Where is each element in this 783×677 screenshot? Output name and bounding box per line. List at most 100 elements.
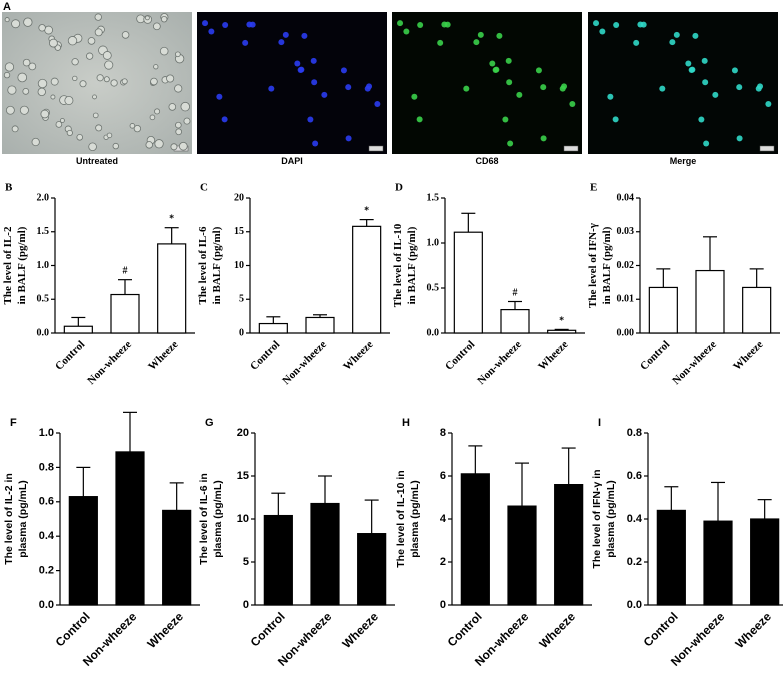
y-tick-label: 0	[243, 599, 249, 611]
x-tick-label: Wheeze	[537, 609, 579, 651]
cell	[340, 67, 347, 74]
cell	[397, 20, 404, 27]
cell	[67, 36, 78, 46]
cell	[416, 116, 423, 123]
cell	[23, 17, 33, 27]
cell	[121, 31, 130, 39]
cell	[345, 135, 352, 142]
cell	[311, 79, 318, 86]
cell	[180, 101, 190, 112]
cell	[92, 94, 97, 100]
panel-label: E	[590, 182, 597, 194]
cell	[294, 60, 301, 67]
cell	[55, 121, 63, 128]
scale-bar	[368, 145, 384, 152]
y-axis-label: The level of IFN-γ	[587, 223, 599, 308]
y-axis-label: The level of IL-2 in	[3, 473, 15, 565]
panel-label: H	[402, 417, 410, 429]
cell	[221, 116, 228, 123]
cell	[175, 128, 183, 136]
cell	[701, 57, 708, 64]
cell	[144, 15, 150, 21]
cell	[72, 75, 78, 82]
cell	[505, 57, 512, 64]
bar	[460, 473, 490, 606]
bar	[703, 520, 733, 606]
cell	[38, 24, 46, 32]
chart: H The level of IL-10 in plasma (pg/mL) 0 2 4 6…	[395, 417, 592, 669]
cell	[731, 67, 738, 74]
micrographs: Untreated DAPI CD68 Merge	[2, 12, 778, 166]
cell	[5, 105, 15, 115]
bar	[547, 329, 577, 334]
cell	[79, 80, 87, 88]
y-tick-label: 6	[440, 470, 446, 482]
bar	[258, 322, 288, 334]
cell	[145, 141, 153, 149]
bar	[507, 505, 537, 606]
cell	[104, 60, 114, 70]
cell	[374, 100, 381, 107]
cell	[40, 109, 50, 119]
cell	[673, 31, 680, 38]
cell	[703, 140, 710, 147]
x-tick-label: Non-wheeze	[475, 338, 524, 387]
y-axis-label: in BALF (pg/ml)	[406, 226, 418, 304]
cell	[669, 39, 676, 46]
y-tick-label: 0.0	[627, 599, 642, 611]
panel-label: C	[200, 182, 208, 194]
cell	[4, 62, 15, 72]
y-tick-label: 0.5	[37, 294, 50, 305]
y-tick-label: 5	[243, 556, 249, 568]
cell	[121, 78, 128, 85]
cell	[96, 74, 104, 82]
cell	[150, 77, 158, 86]
x-tick-label: Wheeze	[733, 609, 775, 651]
cell	[312, 140, 319, 147]
cell	[702, 79, 709, 86]
cell	[310, 57, 317, 64]
y-tick-label: 4	[440, 513, 447, 525]
bar	[554, 484, 584, 606]
y-tick-label: 10	[237, 513, 249, 525]
significance-mark: #	[123, 266, 128, 277]
cell	[4, 17, 10, 23]
panel-label: G	[205, 417, 214, 429]
bar	[162, 509, 192, 606]
y-tick-label: 0.0	[37, 327, 50, 338]
cell	[506, 79, 513, 86]
cell	[612, 116, 619, 123]
cell	[153, 22, 161, 31]
chart: D The level of IL-10 in BALF (pg/ml) 0.0 0.5…	[392, 182, 585, 387]
chart: G The level of IL-6 in plasma (pg/mL) 0 5 10 1…	[198, 417, 395, 669]
cell	[403, 28, 410, 35]
cell	[166, 74, 175, 83]
panel-label: I	[598, 417, 601, 429]
cell	[17, 72, 28, 83]
cell	[87, 37, 96, 45]
scale-bar	[759, 145, 775, 152]
y-tick-label: 8	[440, 427, 446, 439]
panel-label: D	[395, 182, 403, 194]
cell	[301, 32, 308, 39]
cell	[689, 66, 696, 73]
x-tick-label: Control	[248, 609, 288, 649]
bar	[310, 502, 340, 606]
y-tick-label: 0.8	[39, 461, 54, 473]
y-tick-label: 0.0	[427, 327, 440, 338]
cell	[516, 91, 523, 98]
cell	[22, 88, 30, 95]
y-axis-label: The level of IL-6 in	[198, 473, 210, 565]
y-tick-label: 0.4	[627, 513, 643, 525]
cell	[3, 71, 11, 79]
x-tick-label: Control	[248, 338, 282, 372]
cell	[507, 140, 514, 147]
cell	[593, 20, 600, 27]
y-tick-label: 0	[239, 327, 244, 338]
y-tick-label: 0.04	[617, 192, 635, 203]
bar	[63, 325, 93, 334]
cell	[249, 21, 256, 28]
cell	[278, 39, 285, 46]
cell	[242, 39, 249, 46]
image-caption: CD68	[475, 156, 498, 166]
